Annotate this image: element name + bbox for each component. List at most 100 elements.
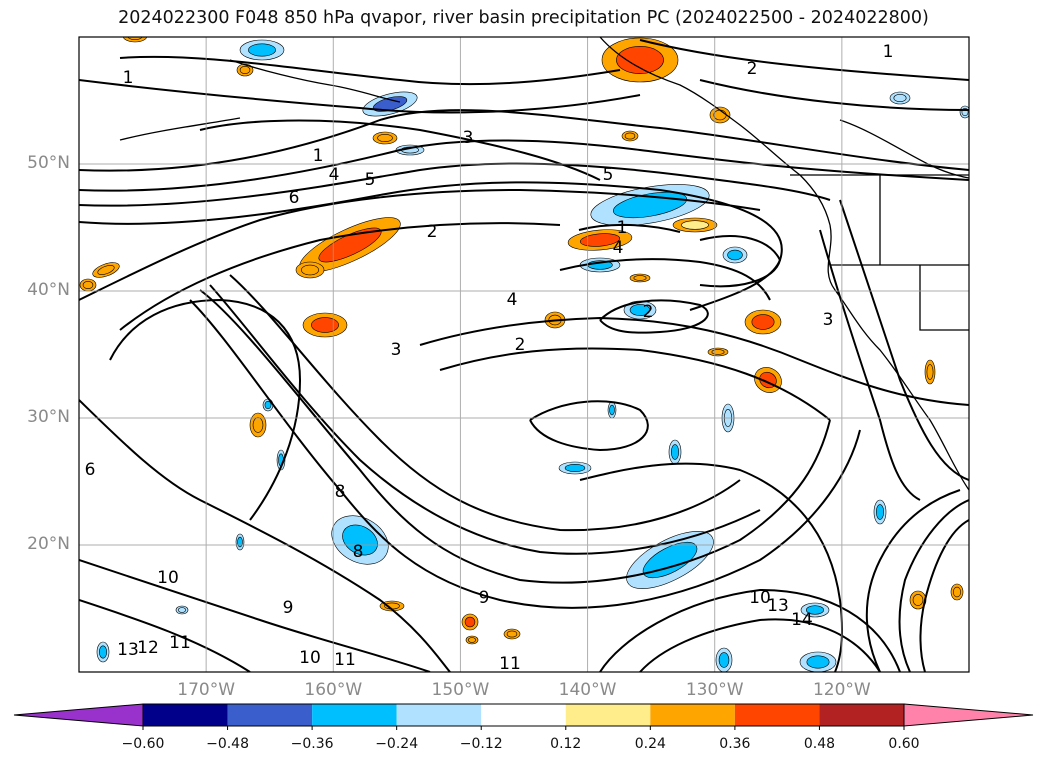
qvapor-contour-line [839,199,969,481]
contour-label: 6 [85,460,96,480]
qvapor-contour-line [699,79,969,111]
pc-anomaly-core [893,93,907,103]
contour-label: 1 [313,146,324,166]
colorbar-tick-label: −0.12 [459,736,503,752]
qvapor-contours [79,39,969,672]
pc-anomaly-core [711,349,725,355]
pc-anomaly-core [875,504,885,520]
lon-label: 160°W [304,680,363,700]
qvapor-contour-line [599,588,901,672]
contour-label: 11 [334,650,356,670]
colorbar-segment [734,704,820,726]
coastline [119,117,241,141]
pc-anomaly-core [127,37,143,41]
qvapor-contour-line [199,119,601,181]
contour-label: 3 [463,128,474,148]
lon-label: 130°W [685,680,744,700]
lon-label: 170°W [177,680,236,700]
qvapor-contour-line [79,109,969,172]
pc-anomaly-core [629,304,651,316]
precipitation-pc-shading [79,37,969,672]
pc-anomaly-core [301,264,319,276]
colorbar-extend-low [13,703,144,727]
contour-label: 1 [883,42,894,62]
qvapor-contour-line [865,489,961,672]
contour-label: 9 [479,588,490,608]
pc-anomaly-core [311,317,339,333]
map-background [79,37,969,672]
pc-anomaly-core [177,607,187,613]
coastline [839,119,969,179]
contour-label: 1 [123,68,134,88]
qvapor-contour-line [599,299,709,334]
contour-label: 4 [507,290,518,310]
contour-label: 11 [499,654,521,674]
pc-anomaly-core [98,645,108,659]
contour-label: 8 [353,542,364,562]
qvapor-contour-line [639,618,881,672]
contour-label: 8 [335,482,346,502]
pc-anomaly-core [912,594,924,606]
contour-label: 2 [515,335,526,355]
contour-label: 2 [747,59,758,79]
colorbar-segment [143,704,228,726]
pc-anomaly-core [633,275,647,281]
pc-anomaly-core [248,43,276,57]
pc-anomaly-core [713,109,727,121]
qvapor-contour-line [699,235,782,288]
lon-label: 120°W [812,680,871,700]
pc-anomaly-core [624,132,636,140]
colorbar-segment [650,704,735,726]
pc-anomaly-core [264,400,272,410]
pc-anomaly-core [718,652,730,668]
contour-label: 4 [329,165,340,185]
colorbar-tick-label: 0.36 [719,736,751,752]
pc-anomaly-core [616,46,664,74]
qvapor-contour-line [189,299,861,609]
contour-label: 3 [391,340,402,360]
pc-anomaly-core [467,637,477,643]
contour-label: 6 [289,188,300,208]
contour-label: 2 [643,302,654,322]
qvapor-contour-line [119,222,561,331]
coastline [827,224,969,491]
pc-anomaly-core [806,655,830,669]
contour-label: 1 [617,218,628,238]
contour-label: 10 [157,568,179,588]
colorbar-frame [142,703,905,727]
pc-anomaly-core [377,133,393,143]
contour-label: 5 [365,170,376,190]
pc-anomaly-core [237,536,243,548]
qvapor-contour-line [79,559,431,672]
pc-anomaly-core [727,249,743,261]
colorbar-tick-label: −0.60 [121,736,165,752]
colorbar-segment [565,704,651,726]
pc-anomaly-core [751,314,775,330]
coastline [919,265,969,331]
contour-label: 10 [299,648,321,668]
colorbar [13,703,1034,730]
lat-label: 20°N [27,534,70,554]
colorbar-tick-label: −0.36 [290,736,334,752]
map-frame [78,36,970,673]
qvapor-contour-line [439,347,831,421]
qvapor-contour-line [79,599,251,672]
colorbar-tick-label: −0.48 [206,736,249,752]
contour-label: 13 [767,596,789,616]
pc-anomaly-core [564,463,586,473]
contour-label: 4 [613,238,624,258]
lat-label: 50°N [27,153,70,173]
qvapor-contour-line [79,188,761,301]
qvapor-contour-line [898,499,969,672]
coastline [229,59,401,103]
pc-anomaly-core [464,616,476,628]
lat-label: 30°N [27,407,70,427]
contour-label: 13 [117,640,139,660]
pc-anomaly-core [579,233,621,247]
colorbar-segment [396,704,482,726]
qvapor-contour-line [578,223,681,233]
qvapor-contour-line [79,79,641,114]
qvapor-contour-line [119,55,621,86]
